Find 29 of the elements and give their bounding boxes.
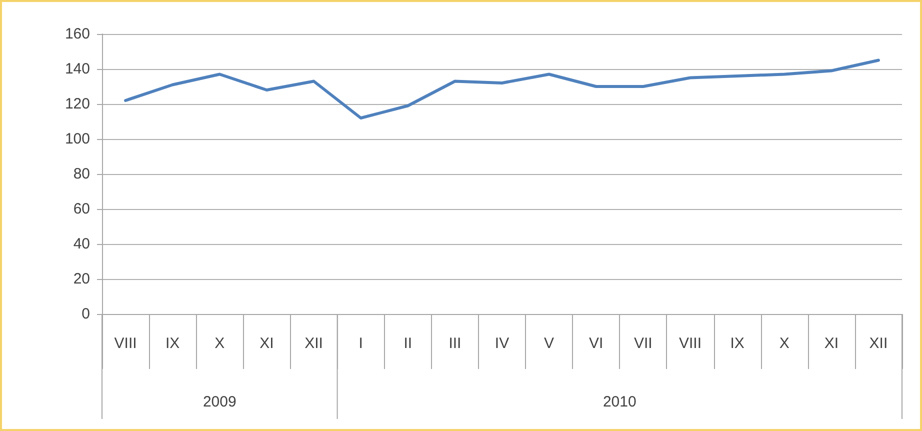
x-tick-label: III [448,335,462,352]
y-tick-label: 160 [64,26,90,42]
text: 2009 [202,394,236,410]
y-tick-label: 60 [73,200,90,218]
y-tick-label: 80 [73,166,90,182]
y-tick-label: 120 [64,96,90,112]
x-tick-label: I [358,335,363,352]
x-tick-label: X [214,335,225,352]
text: 2010 [602,394,636,410]
x-tick-label: IX [165,335,180,352]
x-tick-label: XII [304,335,323,352]
line-series [124,58,880,120]
x-tick-label: IV [494,335,510,352]
x-tick-label: II [404,335,412,352]
x-tick-label: VI [589,335,604,352]
x-tick-label: IX [730,335,744,352]
x-tick-label: VIII [678,335,702,352]
y-tick-label: 100 [64,130,90,148]
y-tick-label: 140 [64,60,90,78]
x-tick-label: XI [260,335,274,352]
x-tick-label: VIII [114,335,137,352]
x-tick-label: V [544,335,554,352]
x-tick-label: XII [869,335,888,352]
x-tick-label: X [779,335,790,352]
y-tick-label: 40 [73,236,90,252]
x-tick-label: VII [634,335,652,352]
x-tick-label: XI [824,335,839,352]
y-tick-label: 20 [73,270,90,288]
y-tick-label: 0 [82,306,90,322]
